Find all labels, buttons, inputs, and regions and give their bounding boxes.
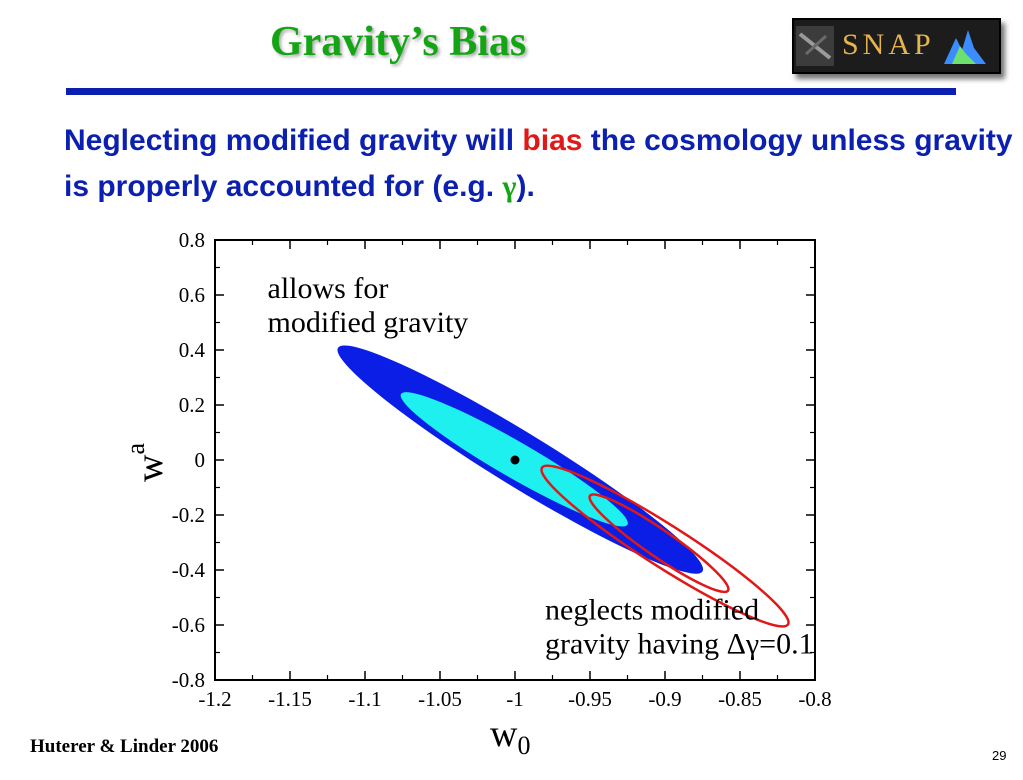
y-tick-label: 0.8	[179, 228, 205, 252]
y-tick-label: 0.6	[179, 283, 205, 307]
y-tick-label: 0.2	[179, 393, 205, 417]
citation: Huterer & Linder 2006	[30, 736, 219, 757]
headline-part2: the cosmology unless gravity is properly…	[64, 124, 1013, 203]
tick-layer: -1.2 -1.15 -1.1 -1.05 -1 -0.95 -0.9 -0.85 -0.8 0.…	[172, 228, 832, 711]
x-tick-label: -1.1	[348, 687, 381, 711]
fiducial-point	[510, 455, 520, 465]
headline: Neglecting modified gravity will bias th…	[64, 118, 1014, 210]
y-tick-label: 0.4	[179, 338, 206, 362]
y-tick-label: -0.8	[172, 668, 205, 692]
y-tick-label: 0	[195, 448, 206, 472]
title-divider	[66, 88, 956, 95]
x-tick-label: -0.8	[798, 687, 831, 711]
slide-title: Gravity’s Bias	[270, 19, 527, 65]
chart-annotation-line2: gravity having Δγ=0.1	[545, 628, 814, 661]
chart-annotation-line1: allows for	[268, 272, 389, 305]
x-tick-label: -1.15	[268, 687, 312, 711]
x-axis-label-main: w	[490, 713, 518, 755]
y-axis-label: wa	[121, 443, 171, 482]
logo-text: SNAP	[842, 28, 935, 61]
y-tick-label: -0.4	[172, 558, 206, 582]
headline-highlight: bias	[522, 124, 583, 157]
x-axis-label: w0	[490, 713, 530, 760]
chart-annotation-line2: modified gravity	[268, 306, 469, 339]
chart-annotation-line1: neglects modified	[545, 594, 759, 627]
contour-ellipse-neglects-modified-gravity-inner	[588, 493, 730, 594]
fiducial-layer	[510, 455, 520, 465]
x-tick-label: -1.05	[418, 687, 462, 711]
logo-graphic	[794, 20, 999, 72]
y-tick-label: -0.2	[172, 503, 205, 527]
x-tick-label: -0.95	[568, 687, 612, 711]
headline-part3: ).	[516, 170, 535, 203]
page-number: 29	[992, 748, 1007, 763]
headline-part1: Neglecting modified gravity will	[64, 124, 523, 157]
x-tick-label: -0.9	[648, 687, 681, 711]
headline-gamma-symbol: γ	[502, 170, 517, 203]
y-axis-label-sub: a	[121, 443, 150, 455]
contour-ellipse-neglects-modified-gravity-outer	[540, 464, 790, 628]
snap-logo: SNAP	[792, 18, 1001, 74]
x-tick-label: -0.85	[718, 687, 762, 711]
y-tick-label: -0.6	[172, 613, 205, 637]
y-axis-label-main: w	[129, 454, 171, 482]
x-tick-label: -1	[506, 687, 524, 711]
x-tick-label: -1.2	[198, 687, 231, 711]
x-axis-label-sub: 0	[517, 731, 530, 760]
